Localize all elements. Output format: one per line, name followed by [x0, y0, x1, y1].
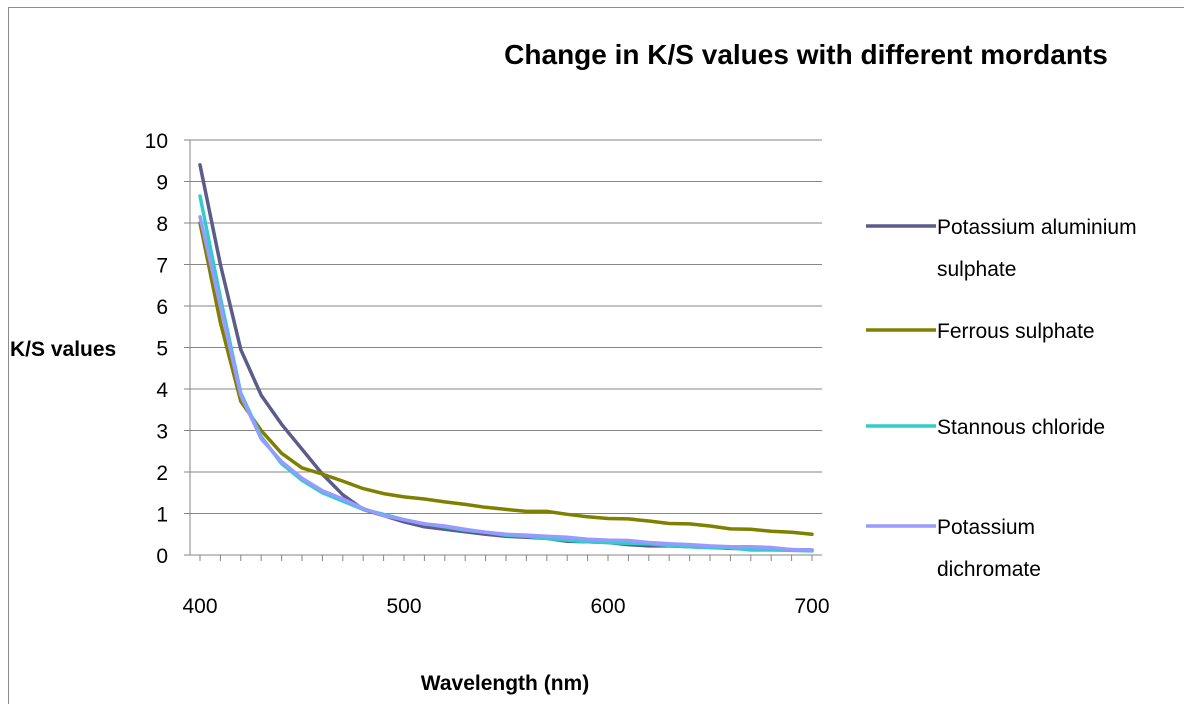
legend-label: Ferrous sulphate [937, 320, 1095, 343]
y-tick-label: 10 [145, 130, 168, 153]
legend-label: Stannous chloride [937, 416, 1105, 439]
gridlines [184, 139, 822, 556]
y-axis-title: K/S values [10, 338, 116, 361]
series-line-potassium-dichromate [198, 215, 814, 552]
y-tick-labels: 0 1 2 3 4 5 6 7 8 9 10 [145, 130, 169, 568]
legend-item-stannous-chloride: Stannous chloride [866, 416, 1105, 439]
legend-label: dichromate [937, 558, 1041, 581]
legend-label: Potassium aluminium [937, 216, 1137, 239]
y-tick-label: 7 [156, 255, 168, 278]
y-tick-label: 6 [156, 296, 168, 319]
x-tick-label: 600 [590, 595, 625, 618]
y-tick-label: 3 [156, 421, 168, 444]
y-tick-label: 5 [156, 338, 168, 361]
series-line-stannous-chloride [198, 194, 814, 553]
series-lines [198, 163, 814, 553]
x-axis-title: Wavelength (nm) [421, 672, 589, 695]
x-tick-labels: 400 500 600 700 [182, 595, 829, 618]
legend-label: Potassium [937, 516, 1035, 539]
y-tick-label: 2 [156, 462, 168, 485]
y-tick-label: 0 [156, 545, 168, 568]
legend-item-potassium-aluminium-sulphate: Potassium aluminium sulphate [866, 216, 1137, 281]
x-tick-label: 500 [386, 595, 421, 618]
legend: Potassium aluminium sulphate Ferrous sulph… [866, 216, 1137, 581]
legend-item-potassium-dichromate: Potassium dichromate [866, 516, 1041, 581]
chart-title: Change in K/S values with different mord… [504, 39, 1108, 70]
chart-frame [8, 7, 1184, 704]
legend-item-ferrous-sulphate: Ferrous sulphate [866, 320, 1095, 343]
x-tick-label: 700 [794, 595, 829, 618]
series-line-ferrous-sulphate [198, 221, 814, 537]
axes [189, 140, 822, 561]
y-tick-label: 9 [156, 172, 168, 195]
y-tick-label: 4 [156, 379, 168, 402]
y-tick-label: 1 [156, 504, 168, 527]
y-tick-label: 8 [156, 213, 168, 236]
legend-label: sulphate [937, 258, 1016, 281]
x-tick-label: 400 [182, 595, 217, 618]
